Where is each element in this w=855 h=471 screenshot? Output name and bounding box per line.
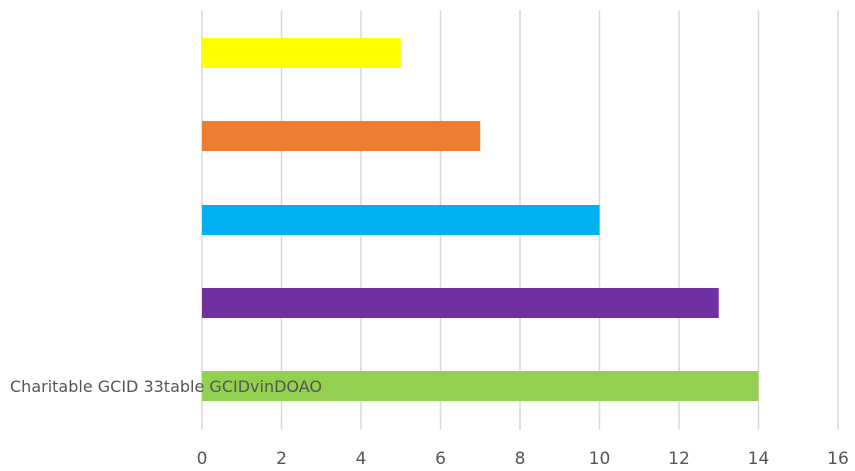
bar-1 [202, 38, 401, 68]
x-tick-label-16: 16 [827, 449, 849, 469]
x-tick-label-6: 6 [435, 449, 446, 469]
x-tick-label-12: 12 [668, 449, 690, 469]
bar-3 [202, 205, 600, 235]
x-tick-label-2: 2 [276, 449, 287, 469]
x-tick-label-10: 10 [589, 449, 611, 469]
x-tick-label-8: 8 [515, 449, 526, 469]
x-axis-tick-labels: 0 2 4 6 8 10 12 14 16 [197, 449, 849, 469]
bar-4 [202, 288, 719, 318]
bar-5 [202, 371, 759, 401]
bars [202, 38, 759, 401]
x-tick-label-14: 14 [748, 449, 770, 469]
category-label-overlapping: Charitable GCID 33table GCIDvinDOAO [10, 377, 322, 396]
x-tick-label-0: 0 [197, 449, 208, 469]
x-tick-label-4: 4 [356, 449, 367, 469]
bar-2 [202, 121, 481, 151]
